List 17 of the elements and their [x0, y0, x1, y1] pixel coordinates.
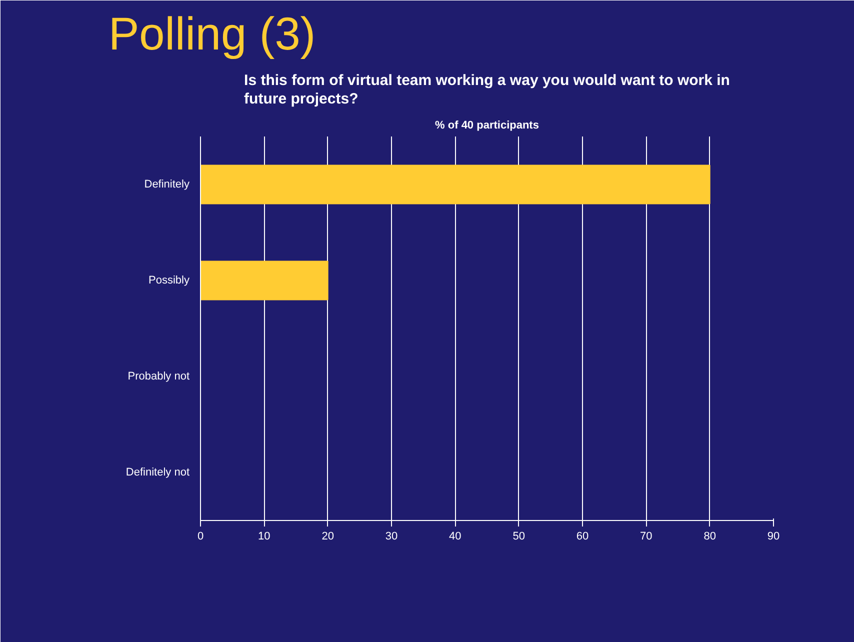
- chart-subtitle: Is this form of virtual team working a way you would want to work in future projects?: [244, 72, 730, 108]
- x-tick-label: 40: [449, 530, 462, 542]
- x-tick-label: 20: [322, 530, 334, 542]
- y-tick-label: Probably not: [128, 370, 190, 382]
- text: % of 40 participants: [435, 120, 539, 132]
- chart-title: Polling (3): [108, 8, 316, 60]
- x-tick-label: 10: [258, 530, 270, 542]
- x-tick-label: 30: [385, 530, 398, 542]
- y-tick-label: Definitely: [144, 178, 190, 190]
- x-tick-label: 60: [576, 530, 589, 542]
- x-tick-label: 0: [197, 530, 204, 542]
- x-tick-label: 80: [704, 530, 716, 542]
- x-tick-label: 70: [640, 530, 652, 542]
- x-tick-label: 90: [767, 530, 780, 542]
- y-tick-label: Definitely not: [126, 466, 190, 478]
- x-tick-label: 50: [512, 530, 525, 542]
- y-tick-label: Possibly: [148, 274, 190, 286]
